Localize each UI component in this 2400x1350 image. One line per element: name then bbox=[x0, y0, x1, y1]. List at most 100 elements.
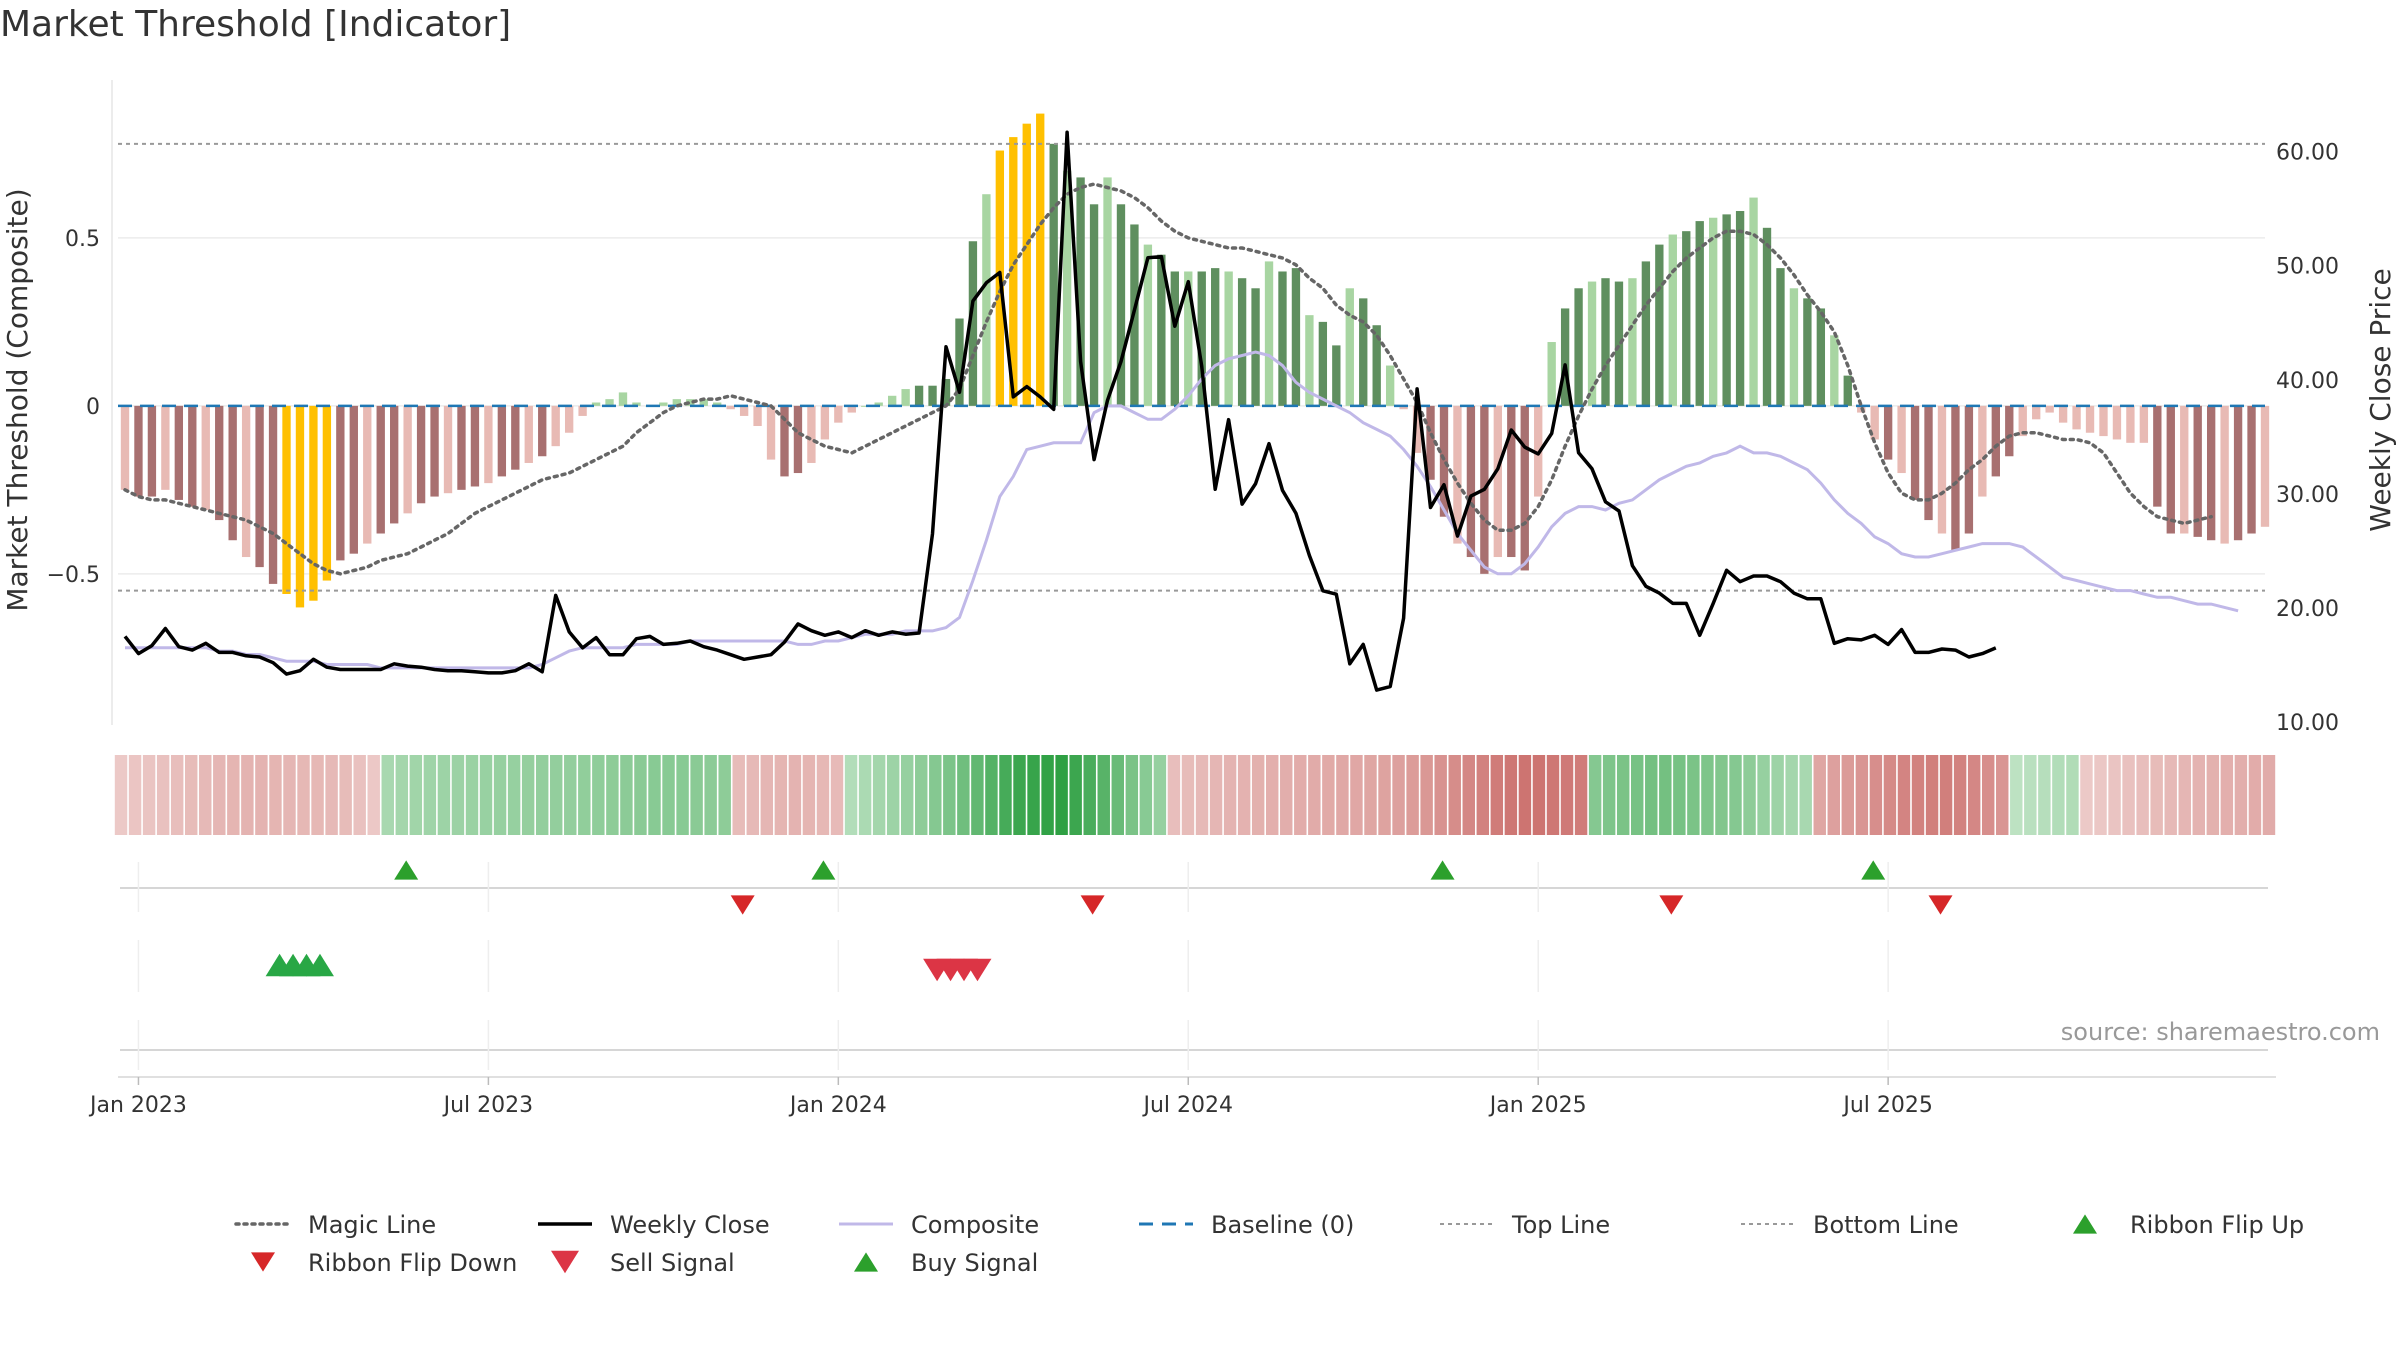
legend-swatch bbox=[2073, 1214, 2097, 1234]
composite-bar bbox=[1264, 261, 1274, 406]
ribbon-cell bbox=[1546, 755, 1560, 835]
right-tick-label: 20.00 bbox=[2276, 597, 2339, 622]
ribbon-cell bbox=[535, 755, 549, 835]
ribbon-flip-down-marker bbox=[730, 895, 755, 915]
composite-bar bbox=[914, 385, 924, 406]
ribbon-cell bbox=[774, 755, 788, 835]
composite-bar bbox=[295, 405, 305, 608]
ribbon-cell bbox=[423, 755, 437, 835]
composite-bar bbox=[1749, 197, 1758, 406]
composite-bar bbox=[1830, 335, 1839, 406]
composite-bar bbox=[578, 405, 587, 416]
ribbon-flip-down-marker bbox=[1080, 895, 1105, 915]
ribbon-cell bbox=[2262, 755, 2276, 835]
ribbon-cell bbox=[1729, 755, 1742, 835]
composite-bar bbox=[1345, 288, 1354, 406]
ribbon-cell bbox=[2206, 755, 2220, 835]
composite-bar bbox=[457, 405, 466, 490]
composite-bar bbox=[2045, 405, 2054, 413]
composite-bar bbox=[2193, 405, 2202, 537]
right-tick-label: 30.00 bbox=[2276, 483, 2339, 508]
ribbon-cell bbox=[732, 755, 745, 835]
composite-bar bbox=[874, 402, 883, 406]
ribbon-flip-down-marker bbox=[1928, 895, 1953, 915]
composite-bar bbox=[268, 405, 278, 584]
composite-bar bbox=[2112, 405, 2122, 440]
composite-bar bbox=[1682, 231, 1691, 406]
ribbon-cell bbox=[1518, 755, 1532, 835]
composite-bar bbox=[793, 405, 803, 474]
composite-bar bbox=[1372, 325, 1381, 406]
composite-bar bbox=[416, 405, 426, 504]
ribbon-cell bbox=[283, 755, 296, 835]
composite-bar bbox=[2018, 405, 2027, 437]
composite-bar bbox=[659, 402, 668, 406]
ribbon-cell bbox=[929, 755, 942, 835]
ribbon-cell bbox=[943, 755, 956, 835]
composite-bar bbox=[1560, 308, 1570, 406]
ribbon-cell bbox=[1925, 755, 1939, 835]
ribbon-cell bbox=[1336, 755, 1349, 835]
ribbon-cell bbox=[1406, 755, 1419, 835]
ribbon-cell bbox=[2080, 755, 2093, 835]
composite-bar bbox=[564, 405, 574, 433]
ribbon-cell bbox=[844, 755, 858, 835]
ribbon-cell bbox=[367, 755, 380, 835]
ribbon-flip-up-marker bbox=[1861, 860, 1886, 880]
ribbon-cell bbox=[1813, 755, 1826, 835]
ribbon-cell bbox=[142, 755, 156, 835]
composite-bar bbox=[2072, 405, 2081, 430]
composite-bar bbox=[2247, 405, 2256, 534]
composite-bar bbox=[228, 405, 237, 541]
ribbon-cell bbox=[184, 755, 198, 835]
ribbon-cell bbox=[353, 755, 366, 835]
composite-bar bbox=[1924, 405, 1933, 521]
ribbon-cell bbox=[269, 755, 282, 835]
composite-bar bbox=[322, 405, 332, 581]
right-tick-label: 40.00 bbox=[2276, 369, 2339, 394]
ribbon-cell bbox=[1392, 755, 1405, 835]
composite-bar bbox=[1897, 405, 1906, 474]
ribbon-cell bbox=[128, 755, 142, 835]
ribbon-cell bbox=[2136, 755, 2149, 835]
composite-bar bbox=[1036, 113, 1045, 406]
ribbon-cell bbox=[1294, 755, 1307, 835]
composite-bar bbox=[161, 405, 170, 490]
composite-bar bbox=[968, 241, 978, 406]
ribbon-cell bbox=[1911, 755, 1925, 835]
ribbon-cell bbox=[1687, 755, 1700, 835]
ribbon-cell bbox=[1462, 755, 1475, 835]
ribbon-cell bbox=[578, 755, 591, 835]
left-axis-label: Market Threshold (Composite) bbox=[1, 188, 34, 611]
ribbon-cell bbox=[1013, 755, 1026, 835]
composite-bar bbox=[1507, 405, 1516, 558]
ribbon-cell bbox=[830, 755, 844, 835]
ribbon-cell bbox=[886, 755, 900, 835]
composite-bar bbox=[1870, 405, 1879, 440]
composite-bar bbox=[1520, 405, 1529, 571]
ribbon-cell bbox=[2122, 755, 2135, 835]
composite-bar bbox=[1601, 278, 1610, 406]
composite-bar bbox=[1049, 143, 1058, 406]
composite-bar bbox=[1964, 405, 1974, 534]
ribbon-cell bbox=[1041, 755, 1054, 835]
composite-bar bbox=[336, 405, 345, 561]
composite-bar bbox=[1359, 298, 1368, 406]
ribbon-cell bbox=[493, 755, 507, 835]
ribbon-cell bbox=[2150, 755, 2163, 835]
composite-bar bbox=[2139, 405, 2149, 443]
composite-bar bbox=[955, 318, 964, 406]
composite-bar bbox=[1776, 268, 1785, 406]
x-tick-label: Jan 2023 bbox=[88, 1093, 187, 1118]
ribbon-cell bbox=[816, 755, 830, 835]
ribbon-cell bbox=[1673, 755, 1686, 835]
composite-bar bbox=[1412, 405, 1422, 453]
composite-bar bbox=[1291, 268, 1301, 406]
composite-bar bbox=[686, 399, 695, 406]
ribbon-cell bbox=[1659, 755, 1672, 835]
ribbon-flip-up-marker bbox=[394, 860, 419, 880]
ribbon-cell bbox=[760, 755, 774, 835]
left-tick-label: 0.5 bbox=[65, 227, 100, 252]
composite-bar bbox=[753, 405, 762, 427]
